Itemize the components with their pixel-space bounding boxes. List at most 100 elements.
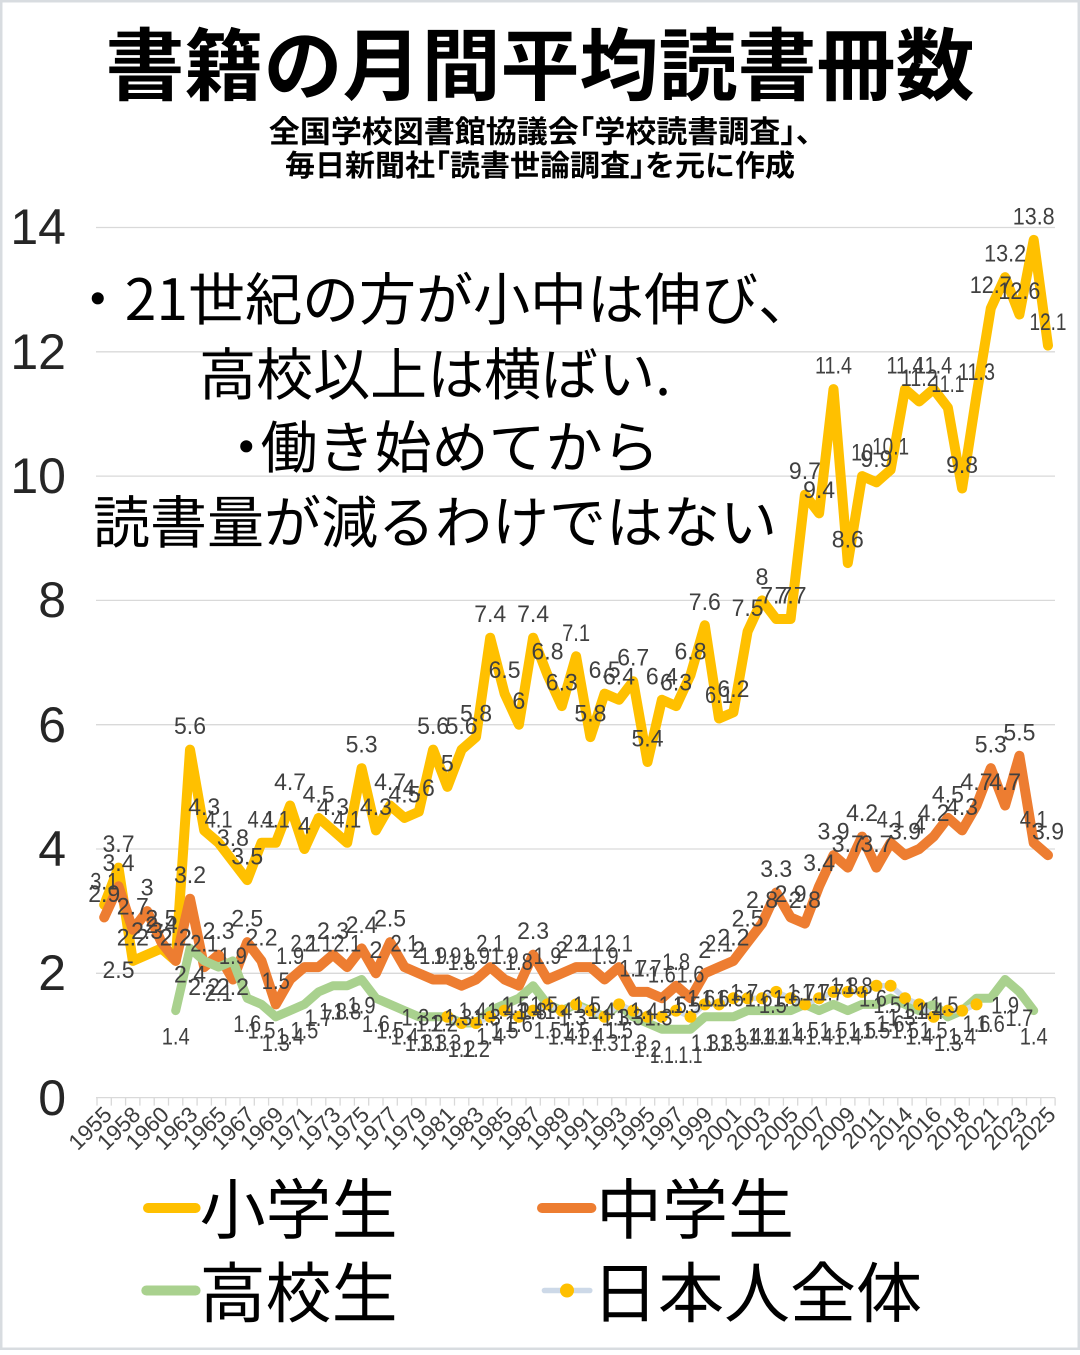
svg-text:1.9: 1.9 xyxy=(419,943,447,970)
svg-text:7.4: 7.4 xyxy=(517,601,549,628)
svg-text:2.9: 2.9 xyxy=(775,881,807,908)
svg-text:3.7: 3.7 xyxy=(103,831,135,858)
svg-text:1.3: 1.3 xyxy=(591,1030,619,1057)
svg-text:2.8: 2.8 xyxy=(789,887,821,914)
svg-text:5.8: 5.8 xyxy=(460,701,492,728)
svg-text:1.4: 1.4 xyxy=(544,998,572,1025)
svg-text:1.4: 1.4 xyxy=(762,1024,790,1051)
svg-text:2.9: 2.9 xyxy=(88,881,120,908)
svg-text:6.5: 6.5 xyxy=(489,657,521,684)
svg-text:1.3: 1.3 xyxy=(444,1004,472,1031)
svg-text:4.1: 4.1 xyxy=(248,806,276,833)
svg-text:5.3: 5.3 xyxy=(975,732,1007,759)
svg-text:1.5: 1.5 xyxy=(673,992,701,1019)
svg-text:2: 2 xyxy=(412,937,425,964)
svg-text:1.3: 1.3 xyxy=(619,1030,647,1057)
svg-text:1.5: 1.5 xyxy=(290,1017,318,1044)
svg-text:1.5: 1.5 xyxy=(573,992,601,1019)
svg-text:1.7: 1.7 xyxy=(802,979,830,1006)
svg-text:2.1: 2.1 xyxy=(290,931,318,958)
svg-text:7.7: 7.7 xyxy=(775,583,807,610)
svg-text:1.6: 1.6 xyxy=(677,962,705,989)
svg-text:1.3: 1.3 xyxy=(888,1004,916,1031)
svg-text:8.6: 8.6 xyxy=(832,527,864,554)
svg-text:1.8: 1.8 xyxy=(319,999,347,1026)
svg-text:1.9: 1.9 xyxy=(491,943,519,970)
svg-text:10: 10 xyxy=(851,440,873,467)
svg-text:3.8: 3.8 xyxy=(217,825,249,852)
svg-text:2.2: 2.2 xyxy=(160,924,192,951)
svg-text:1.6: 1.6 xyxy=(648,962,676,989)
svg-text:1.2: 1.2 xyxy=(416,1011,444,1038)
svg-text:2.7: 2.7 xyxy=(117,893,149,920)
svg-text:1.7: 1.7 xyxy=(788,979,816,1006)
svg-text:1.5: 1.5 xyxy=(605,1017,633,1044)
svg-text:1.5: 1.5 xyxy=(502,992,530,1019)
svg-text:1.6: 1.6 xyxy=(505,1011,533,1038)
svg-text:2.3: 2.3 xyxy=(517,918,549,945)
svg-text:2.5: 2.5 xyxy=(231,906,263,933)
svg-text:1.9: 1.9 xyxy=(991,993,1019,1020)
svg-text:2.2: 2.2 xyxy=(217,974,249,1001)
svg-text:3.9: 3.9 xyxy=(1032,819,1064,846)
svg-text:6.4: 6.4 xyxy=(646,663,678,690)
svg-text:4.5: 4.5 xyxy=(389,781,421,808)
svg-text:1.2: 1.2 xyxy=(462,1036,490,1063)
svg-text:6.3: 6.3 xyxy=(546,670,578,697)
svg-text:5.8: 5.8 xyxy=(574,701,606,728)
svg-text:2.3: 2.3 xyxy=(131,918,163,945)
svg-text:10: 10 xyxy=(10,448,66,504)
svg-text:2: 2 xyxy=(555,937,568,964)
svg-text:1.3: 1.3 xyxy=(401,1004,429,1031)
svg-text:3.1: 3.1 xyxy=(90,868,118,895)
svg-text:4.1: 4.1 xyxy=(1020,806,1048,833)
svg-text:1.8: 1.8 xyxy=(448,949,476,976)
svg-text:1.5: 1.5 xyxy=(759,992,787,1019)
svg-text:7.7: 7.7 xyxy=(760,583,792,610)
svg-text:14: 14 xyxy=(10,199,66,255)
svg-text:1.5: 1.5 xyxy=(376,1017,404,1044)
svg-text:1.4: 1.4 xyxy=(948,1024,976,1051)
svg-text:11.4: 11.4 xyxy=(887,353,924,380)
svg-text:7.5: 7.5 xyxy=(732,595,764,622)
svg-text:2.5: 2.5 xyxy=(103,957,135,984)
svg-text:1.9: 1.9 xyxy=(462,943,490,970)
svg-text:5.4: 5.4 xyxy=(632,726,664,753)
svg-text:1.6: 1.6 xyxy=(963,1011,991,1038)
svg-text:4.7: 4.7 xyxy=(274,769,306,796)
svg-text:1.6: 1.6 xyxy=(745,986,773,1013)
svg-text:1.5: 1.5 xyxy=(562,1017,590,1044)
svg-text:4.1: 4.1 xyxy=(877,806,905,833)
svg-text:1.5: 1.5 xyxy=(848,1017,876,1044)
svg-text:2.8: 2.8 xyxy=(746,887,778,914)
svg-text:1.3: 1.3 xyxy=(559,1004,587,1031)
svg-text:1.3: 1.3 xyxy=(934,1030,962,1057)
svg-text:1.1: 1.1 xyxy=(664,1042,688,1069)
svg-text:1.9: 1.9 xyxy=(219,943,247,970)
svg-text:1.4: 1.4 xyxy=(516,998,544,1025)
svg-text:5.3: 5.3 xyxy=(346,732,378,759)
svg-text:1.6: 1.6 xyxy=(716,986,744,1013)
svg-text:6.8: 6.8 xyxy=(532,639,564,666)
svg-text:4.5: 4.5 xyxy=(303,781,335,808)
svg-text:1.7: 1.7 xyxy=(1005,1005,1033,1032)
svg-text:1.9: 1.9 xyxy=(433,943,461,970)
svg-text:2: 2 xyxy=(698,937,711,964)
svg-text:5: 5 xyxy=(441,750,454,777)
svg-text:1.9: 1.9 xyxy=(534,943,562,970)
svg-text:3.3: 3.3 xyxy=(760,856,792,883)
svg-text:2.2: 2.2 xyxy=(246,924,278,951)
svg-text:2.2: 2.2 xyxy=(117,924,149,951)
svg-text:4.7: 4.7 xyxy=(961,769,993,796)
svg-text:1.5: 1.5 xyxy=(891,1017,919,1044)
svg-text:1.8: 1.8 xyxy=(845,973,873,1000)
svg-text:2.1: 2.1 xyxy=(476,931,504,958)
svg-text:4.2: 4.2 xyxy=(846,800,878,827)
svg-text:4.2: 4.2 xyxy=(918,800,950,827)
svg-text:2.4: 2.4 xyxy=(145,912,177,939)
svg-text:6.5: 6.5 xyxy=(589,657,621,684)
svg-text:12.6: 12.6 xyxy=(998,278,1040,305)
svg-text:2.1: 2.1 xyxy=(576,931,604,958)
svg-text:1.6: 1.6 xyxy=(362,1011,390,1038)
svg-text:1.5: 1.5 xyxy=(491,1017,519,1044)
